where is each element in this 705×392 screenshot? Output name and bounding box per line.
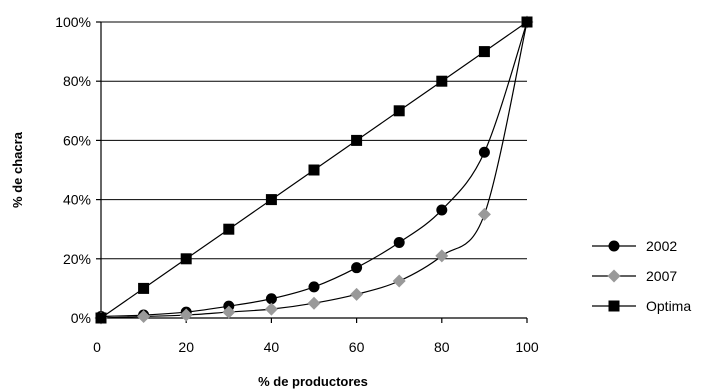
data-point-2007: [350, 287, 364, 301]
gridlines: [101, 21, 527, 260]
data-point-2002: [265, 293, 277, 305]
data-point-2007: [435, 249, 449, 263]
data-point-Optima: [138, 282, 150, 294]
data-point-Optima: [223, 223, 235, 235]
data-point-2007: [222, 305, 236, 319]
data-point-2002: [478, 146, 490, 158]
legend-marker: [607, 269, 621, 283]
data-point-2007: [137, 310, 151, 324]
tick-labels: 0% 20% 40% 60% 80% 100% 0 20 40 60 80 100: [55, 14, 539, 355]
data-point-Optima: [308, 164, 320, 176]
legend-entry-2002: 2002: [592, 238, 677, 254]
x-tick-label: 100: [515, 339, 539, 355]
legend-label: Optima: [646, 298, 691, 314]
x-tick-label: 60: [349, 339, 365, 355]
legend-marker: [608, 300, 620, 312]
data-point-2002: [436, 204, 448, 216]
data-point-2007: [307, 296, 321, 310]
data-point-2002: [393, 237, 405, 249]
data-point-Optima: [478, 46, 490, 58]
data-point-Optima: [521, 16, 533, 28]
data-point-Optima: [351, 134, 363, 146]
data-point-Optima: [180, 253, 192, 265]
x-axis-title: % de productores: [258, 374, 368, 389]
x-tick-label: 0: [93, 339, 101, 355]
y-tick-label: 60%: [63, 132, 91, 148]
x-tick-label: 20: [178, 339, 194, 355]
y-tick-label: 20%: [63, 251, 91, 267]
data-point-Optima: [393, 105, 405, 117]
data-point-Optima: [265, 194, 277, 206]
data-point-2007: [392, 274, 406, 288]
series-line-2002: [100, 21, 528, 318]
legend-marker: [608, 240, 620, 252]
x-tick-label: 80: [434, 339, 450, 355]
y-axis-title: % de chacra: [10, 131, 25, 208]
legend: 2002 2007 Optima: [592, 238, 691, 314]
x-tick-label: 40: [264, 339, 280, 355]
y-tick-label: 0%: [71, 310, 91, 326]
y-tick-label: 80%: [63, 73, 91, 89]
legend-entry-Optima: Optima: [592, 298, 691, 314]
y-tick-label: 100%: [55, 14, 91, 30]
data-point-Optima: [95, 312, 107, 324]
legend-label: 2007: [646, 268, 677, 284]
data-point-2007: [179, 308, 193, 322]
series-Optima: [95, 16, 533, 324]
y-tick-label: 40%: [63, 192, 91, 208]
series: [94, 15, 534, 325]
legend-entry-2007: 2007: [592, 268, 677, 284]
legend-label: 2002: [646, 238, 677, 254]
data-point-Optima: [436, 75, 448, 87]
data-point-2007: [477, 207, 491, 221]
data-point-2002: [351, 262, 363, 274]
data-point-2002: [308, 281, 320, 293]
data-point-2007: [264, 302, 278, 316]
